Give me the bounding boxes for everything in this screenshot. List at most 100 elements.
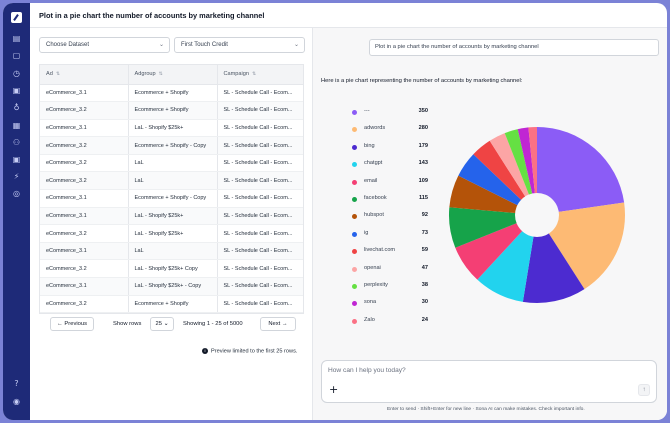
sidebar-rail: ▤ ▢ ◷ ▣ ♁ ▦ ⚇ ▣ ⚡ ◎ ? ◉ [3, 3, 30, 420]
legend-value: 73 [421, 229, 428, 236]
legend-swatch [352, 162, 357, 168]
table-cell: eCommerce_3.2 [40, 136, 129, 155]
data-table: Ad ⇅ Adgroup ⇅ Campaign ⇅ eCommerce_3.1 Ecom… [39, 64, 304, 314]
pie-slice-hubspot[interactable] [449, 175, 537, 215]
arrow-right-icon: → [281, 321, 288, 327]
table-cell: eCommerce_3.1 [40, 84, 129, 103]
pie-slice-openai[interactable] [489, 133, 537, 215]
legend-label: facebook [364, 194, 387, 201]
table-cell: Ecommerce + Shopify - Copy [128, 136, 218, 155]
legend-label: perplexity [364, 281, 388, 288]
table-cell: SL - Schedule Call - Ecom... [217, 259, 303, 279]
table-cell: SL - Schedule Call - Ecom... [217, 242, 303, 261]
bolt-icon[interactable]: ⚡ [13, 172, 20, 181]
lightbulb-icon[interactable]: ♁ [13, 103, 20, 112]
legend-label: livechat.com [364, 247, 396, 254]
chat-icon[interactable]: ▢ [12, 51, 21, 60]
pie-slice-email[interactable] [455, 215, 537, 280]
legend-swatch [352, 266, 357, 272]
table-cell: LaL [128, 242, 218, 261]
table-cell: SL - Schedule Call - Ecom... [217, 189, 303, 208]
document-icon[interactable]: ▤ [12, 34, 21, 43]
dataset-dropdown[interactable]: Choose Dataset ⌄ [39, 37, 170, 53]
dataset-dropdown-label: Choose Dataset [46, 42, 90, 48]
pie-slice-adwords[interactable] [537, 202, 625, 290]
table-row: eCommerce_3.2 Ecommerce + Shopify SL - Sch… [40, 101, 303, 120]
table-cell: eCommerce_3.2 [40, 154, 129, 173]
pie-slice-sona[interactable] [517, 127, 537, 215]
rows-per-page-select[interactable]: 25 ⌄ [150, 317, 174, 331]
table-cell: SL - Schedule Call - Ecom... [217, 207, 303, 226]
sort-icon[interactable]: ⇅ [158, 71, 163, 78]
next-button[interactable]: Next → [260, 317, 296, 331]
credit-dropdown[interactable]: First Touch Credit ⌄ [174, 37, 305, 53]
table-row: eCommerce_3.2 LaL SL - Schedule Call - Eco… [40, 154, 303, 173]
table-cell: SL - Schedule Call - Ecom... [217, 277, 303, 296]
table-row: eCommerce_3.1 LaL - Shopify $25k+ SL - Sch… [40, 207, 303, 226]
pie-slice-chatgpt[interactable] [477, 215, 537, 302]
help-icon[interactable]: ? [14, 379, 19, 388]
chat-composer[interactable]: How can I help you today? + ↑ [321, 360, 657, 403]
pie-slice-ig[interactable] [458, 154, 537, 215]
table-cell: Ecommerce + Shopify [128, 84, 218, 103]
table-cell: eCommerce_3.2 [40, 171, 129, 191]
info-icon: i [202, 348, 208, 354]
chart-legend: --- 350 adwords 280 bing 179 chatgpt 143 email 10… [352, 106, 432, 332]
plus-icon[interactable]: + [329, 383, 339, 396]
legend-swatch [352, 144, 357, 150]
table-row: eCommerce_3.2 LaL SL - Schedule Call - Eco… [40, 171, 303, 191]
legend-item: hubspot 92 [352, 210, 432, 227]
circle-icon[interactable]: ◎ [13, 189, 20, 198]
showing-range: Showing 1 - 25 of 5000 [183, 321, 243, 327]
pagination: ← Previous Show rows 25 ⌄ Showing 1 - 25… [30, 317, 312, 333]
table-row: eCommerce_3.2 Ecommerce + Shopify - Copy S… [40, 136, 303, 155]
legend-swatch [352, 318, 357, 324]
legend-value: 59 [421, 247, 428, 254]
table-row: eCommerce_3.2 LaL - Shopify $25k+ SL - Sch… [40, 224, 303, 243]
user-icon[interactable]: ◉ [13, 397, 20, 406]
credit-dropdown-label: First Touch Credit [181, 42, 228, 48]
table-cell: eCommerce_3.1 [40, 242, 129, 261]
legend-label: ig [364, 229, 369, 236]
image-icon-2[interactable]: ▣ [12, 155, 21, 164]
people-icon[interactable]: ⚇ [12, 138, 21, 147]
send-button[interactable]: ↑ [638, 384, 650, 396]
column-header-adgroup[interactable]: Adgroup ⇅ [128, 65, 218, 85]
legend-value: 38 [421, 281, 428, 288]
table-row: eCommerce_3.1 Ecommerce + Shopify - Copy S… [40, 189, 303, 208]
image-icon[interactable]: ▣ [12, 86, 21, 95]
column-header-ad[interactable]: Ad ⇅ [40, 65, 129, 85]
table-cell: LaL - Shopify $25k+ [128, 224, 218, 243]
pie-slice-[interactable] [537, 127, 625, 215]
pie-chart [449, 127, 625, 303]
sort-icon[interactable]: ⇅ [252, 71, 257, 78]
table-cell: Ecommerce + Shopify [128, 101, 218, 120]
legend-value: 179 [418, 142, 428, 149]
table-cell: Ecommerce + Shopify [128, 295, 218, 313]
pie-slice-Zalo[interactable] [528, 127, 537, 215]
table-header-row: Ad ⇅ Adgroup ⇅ Campaign ⇅ [40, 65, 303, 85]
legend-item: --- 350 [352, 106, 432, 123]
table-icon[interactable]: ▦ [12, 121, 21, 130]
column-header-campaign[interactable]: Campaign ⇅ [217, 65, 303, 85]
legend-swatch [352, 196, 357, 202]
table-row: eCommerce_3.1 LaL SL - Schedule Call - Eco… [40, 242, 303, 261]
legend-value: 143 [418, 160, 428, 167]
table-row: eCommerce_3.2 LaL - Shopify $25k+ Copy SL … [40, 259, 303, 279]
legend-item: openai 47 [352, 263, 432, 280]
sort-icon[interactable]: ⇅ [55, 71, 61, 78]
legend-value: 109 [418, 177, 428, 184]
pie-slice-facebook[interactable] [449, 207, 537, 248]
legend-swatch [352, 231, 357, 237]
pie-slice-livechat-com[interactable] [473, 140, 537, 215]
previous-button[interactable]: ← Previous [50, 317, 94, 331]
table-cell: LaL - Shopify $25k+ [128, 207, 218, 226]
legend-label: email [364, 177, 378, 184]
chat-input[interactable]: How can I help you today? [328, 367, 406, 374]
clock-icon[interactable]: ◷ [13, 69, 20, 78]
legend-item: bing 179 [352, 141, 432, 158]
pie-slice-perplexity[interactable] [504, 129, 537, 215]
preview-note: i Preview limited to the first 25 rows. [202, 348, 297, 354]
pie-slice-bing[interactable] [522, 215, 585, 303]
table-row: eCommerce_3.1 LaL - Shopify $25k+ SL - Sch… [40, 119, 303, 138]
